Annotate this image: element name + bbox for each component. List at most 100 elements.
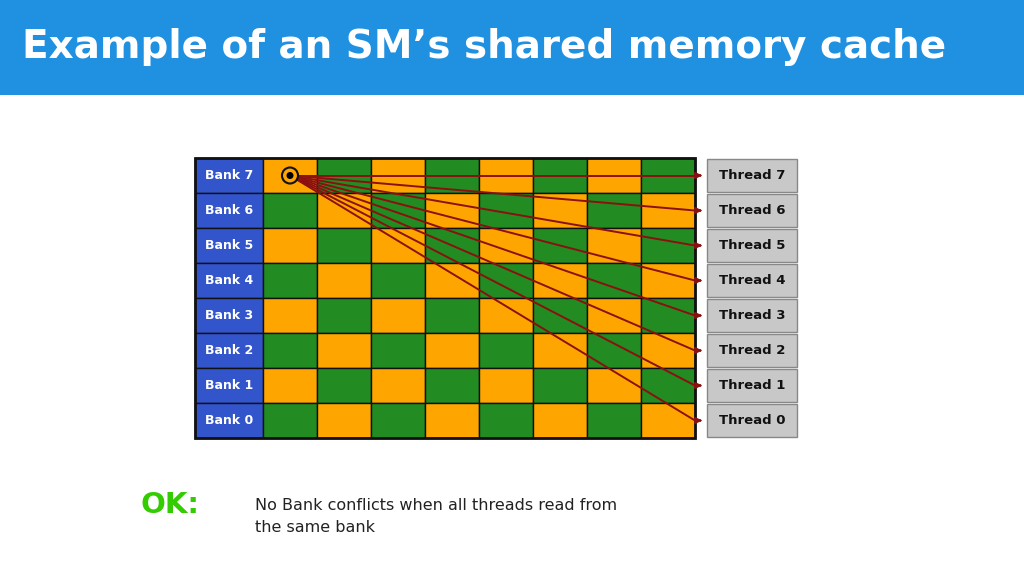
Bar bbox=[479, 193, 534, 228]
Bar bbox=[317, 228, 371, 263]
Bar bbox=[707, 369, 797, 402]
Text: Bank 2: Bank 2 bbox=[205, 344, 253, 357]
Bar bbox=[479, 333, 534, 368]
Bar bbox=[425, 333, 479, 368]
Bar bbox=[641, 333, 695, 368]
Bar bbox=[479, 368, 534, 403]
Bar bbox=[425, 403, 479, 438]
Text: Thread 5: Thread 5 bbox=[719, 239, 785, 252]
Bar bbox=[707, 299, 797, 332]
Bar bbox=[263, 158, 317, 193]
Bar bbox=[641, 368, 695, 403]
Text: Thread 4: Thread 4 bbox=[719, 274, 785, 287]
Bar bbox=[195, 403, 263, 438]
Circle shape bbox=[287, 172, 294, 179]
Bar bbox=[534, 403, 587, 438]
Bar bbox=[479, 298, 534, 333]
Bar bbox=[534, 368, 587, 403]
Bar bbox=[195, 158, 263, 193]
Bar bbox=[641, 403, 695, 438]
Bar bbox=[263, 403, 317, 438]
Bar bbox=[641, 228, 695, 263]
Bar bbox=[195, 298, 263, 333]
Text: OK:: OK: bbox=[140, 491, 199, 519]
Bar bbox=[195, 368, 263, 403]
Text: Thread 1: Thread 1 bbox=[719, 379, 785, 392]
Bar bbox=[534, 263, 587, 298]
Bar bbox=[534, 193, 587, 228]
Bar bbox=[317, 333, 371, 368]
Text: Thread 0: Thread 0 bbox=[719, 414, 785, 427]
Text: Thread 7: Thread 7 bbox=[719, 169, 785, 182]
Text: Bank 4: Bank 4 bbox=[205, 274, 253, 287]
Bar bbox=[263, 298, 317, 333]
Bar bbox=[587, 263, 641, 298]
Bar bbox=[317, 158, 371, 193]
Bar bbox=[425, 158, 479, 193]
Bar bbox=[317, 193, 371, 228]
Bar bbox=[371, 368, 425, 403]
Bar bbox=[371, 403, 425, 438]
Bar bbox=[479, 263, 534, 298]
Bar bbox=[587, 333, 641, 368]
Bar bbox=[263, 368, 317, 403]
Text: Bank 3: Bank 3 bbox=[205, 309, 253, 322]
Bar bbox=[641, 193, 695, 228]
Bar bbox=[371, 158, 425, 193]
Bar bbox=[534, 228, 587, 263]
Text: Bank 7: Bank 7 bbox=[205, 169, 253, 182]
Bar bbox=[317, 263, 371, 298]
Bar bbox=[479, 158, 534, 193]
Bar bbox=[195, 193, 263, 228]
Bar bbox=[587, 228, 641, 263]
Bar bbox=[195, 228, 263, 263]
Bar bbox=[587, 403, 641, 438]
Bar bbox=[195, 263, 263, 298]
Bar bbox=[534, 333, 587, 368]
Text: Thread 2: Thread 2 bbox=[719, 344, 785, 357]
Bar bbox=[425, 298, 479, 333]
Text: Thread 6: Thread 6 bbox=[719, 204, 785, 217]
Bar bbox=[641, 298, 695, 333]
Bar bbox=[587, 158, 641, 193]
Bar bbox=[707, 194, 797, 227]
Bar bbox=[263, 193, 317, 228]
Bar bbox=[371, 298, 425, 333]
Bar bbox=[195, 158, 695, 438]
Bar bbox=[587, 193, 641, 228]
Bar bbox=[641, 158, 695, 193]
Bar bbox=[371, 228, 425, 263]
Bar bbox=[479, 403, 534, 438]
Bar bbox=[534, 298, 587, 333]
Bar bbox=[707, 404, 797, 437]
Bar bbox=[263, 263, 317, 298]
Bar bbox=[425, 193, 479, 228]
Bar bbox=[707, 264, 797, 297]
Bar bbox=[479, 228, 534, 263]
Bar bbox=[641, 263, 695, 298]
Bar bbox=[534, 158, 587, 193]
Text: Bank 6: Bank 6 bbox=[205, 204, 253, 217]
Text: Bank 1: Bank 1 bbox=[205, 379, 253, 392]
Bar bbox=[263, 228, 317, 263]
Bar bbox=[587, 368, 641, 403]
Bar bbox=[425, 263, 479, 298]
Bar bbox=[317, 298, 371, 333]
Bar bbox=[195, 333, 263, 368]
Bar bbox=[371, 193, 425, 228]
Bar bbox=[317, 368, 371, 403]
Bar bbox=[0, 0, 1024, 95]
Bar bbox=[317, 403, 371, 438]
Bar bbox=[371, 333, 425, 368]
Bar bbox=[707, 229, 797, 262]
Text: Example of an SM’s shared memory cache: Example of an SM’s shared memory cache bbox=[22, 28, 946, 66]
Bar bbox=[707, 159, 797, 192]
Bar bbox=[263, 333, 317, 368]
Text: Bank 0: Bank 0 bbox=[205, 414, 253, 427]
Text: Thread 3: Thread 3 bbox=[719, 309, 785, 322]
Bar bbox=[371, 263, 425, 298]
Text: No Bank conflicts when all threads read from
the same bank: No Bank conflicts when all threads read … bbox=[255, 498, 617, 535]
Bar bbox=[587, 298, 641, 333]
Bar bbox=[707, 334, 797, 367]
Circle shape bbox=[282, 168, 298, 184]
